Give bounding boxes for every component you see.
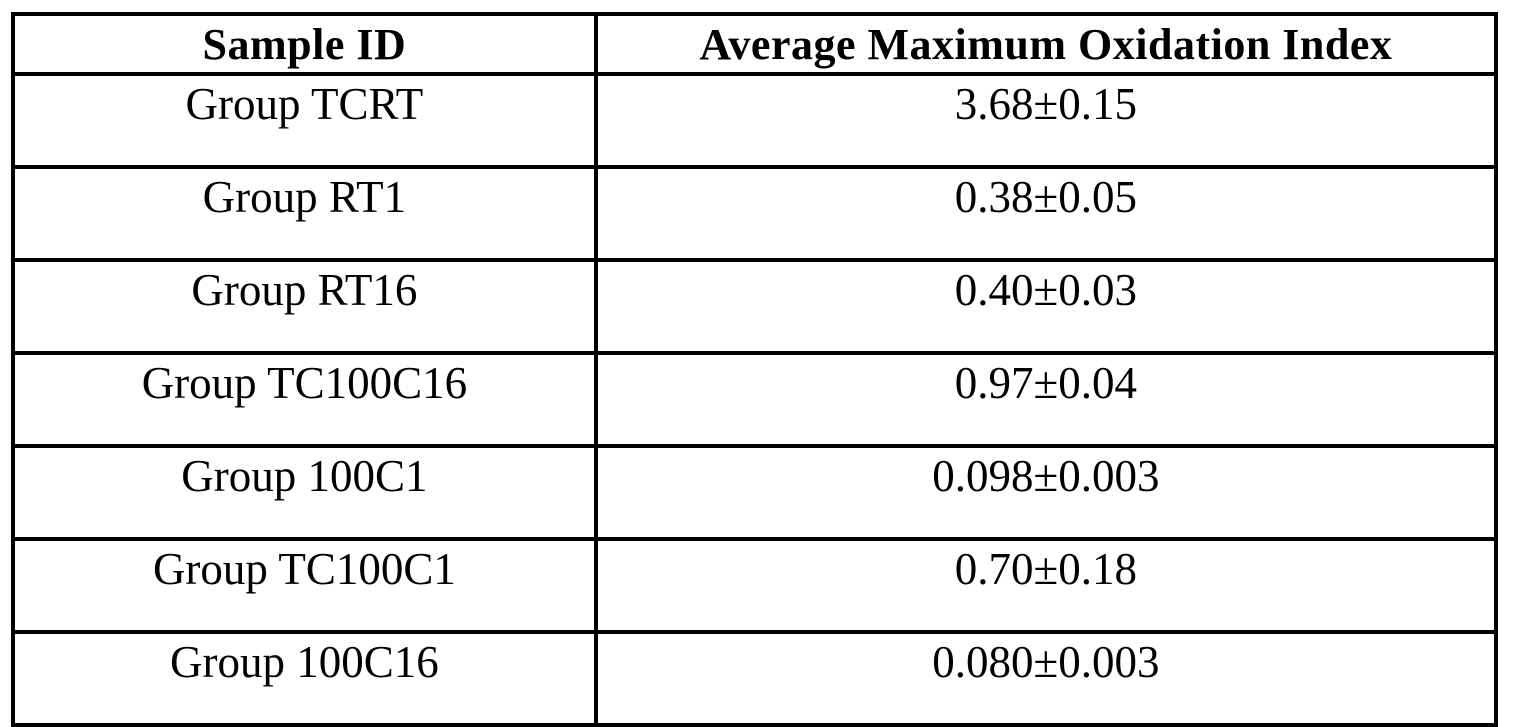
document-page: Sample ID Average Maximum Oxidation Inde…: [11, 12, 1499, 727]
value-cell: 0.97±0.04: [593, 351, 1499, 448]
table-row: Group TC100C1 0.70±0.18: [11, 537, 1499, 634]
value-cell: 0.38±0.05: [593, 165, 1499, 262]
table-row: Group 100C1 0.098±0.003: [11, 444, 1499, 541]
table-row: Group RT16 0.40±0.03: [11, 258, 1499, 355]
column-header-sample-id: Sample ID: [11, 12, 598, 76]
value-cell: 3.68±0.15: [593, 72, 1499, 169]
value-cell: 0.080±0.003: [593, 630, 1499, 727]
sample-id-cell: Group RT16: [11, 258, 598, 355]
sample-id-cell: Group TCRT: [11, 72, 598, 169]
value-cell: 0.098±0.003: [593, 444, 1499, 541]
table-row: Group RT1 0.38±0.05: [11, 165, 1499, 262]
table-row: Group TCRT 3.68±0.15: [11, 72, 1499, 169]
sample-id-cell: Group 100C16: [11, 630, 598, 727]
table-row: Group TC100C16 0.97±0.04: [11, 351, 1499, 448]
sample-id-cell: Group RT1: [11, 165, 598, 262]
sample-id-cell: Group TC100C16: [11, 351, 598, 448]
sample-id-cell: Group 100C1: [11, 444, 598, 541]
oxidation-index-table: Sample ID Average Maximum Oxidation Inde…: [11, 12, 1499, 727]
column-header-avg-max-oxidation-index: Average Maximum Oxidation Index: [593, 12, 1499, 76]
table-row: Group 100C16 0.080±0.003: [11, 630, 1499, 727]
value-cell: 0.70±0.18: [593, 537, 1499, 634]
table-header-row: Sample ID Average Maximum Oxidation Inde…: [11, 12, 1499, 76]
sample-id-cell: Group TC100C1: [11, 537, 598, 634]
value-cell: 0.40±0.03: [593, 258, 1499, 355]
